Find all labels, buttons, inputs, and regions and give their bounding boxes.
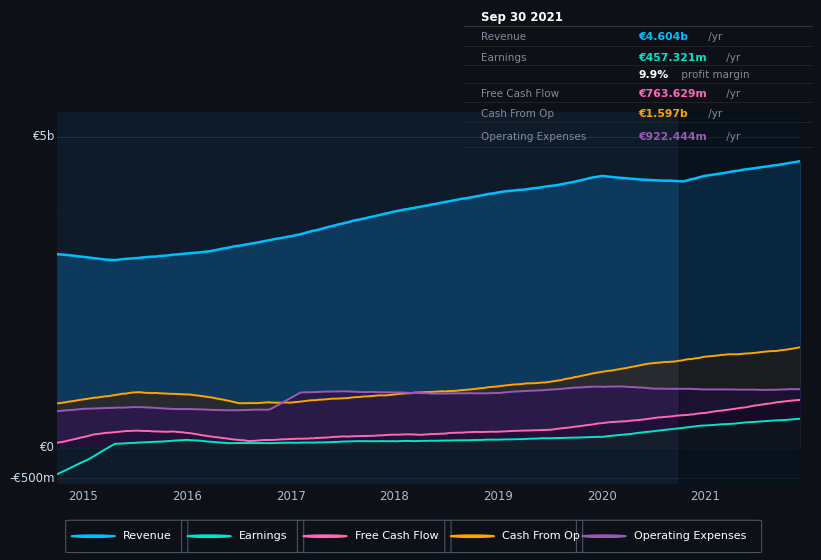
Text: Free Cash Flow: Free Cash Flow <box>355 531 438 541</box>
Text: Revenue: Revenue <box>123 531 172 541</box>
Circle shape <box>303 535 347 538</box>
Text: €922.444m: €922.444m <box>639 132 707 142</box>
Text: €763.629m: €763.629m <box>639 89 707 99</box>
Circle shape <box>582 535 626 538</box>
Text: €457.321m: €457.321m <box>639 53 707 63</box>
Text: Earnings: Earnings <box>239 531 287 541</box>
Text: Cash From Op: Cash From Op <box>481 109 554 119</box>
Text: /yr: /yr <box>705 109 722 119</box>
Text: €1.597b: €1.597b <box>639 109 688 119</box>
Text: profit margin: profit margin <box>678 70 750 80</box>
Circle shape <box>71 535 115 538</box>
Text: 9.9%: 9.9% <box>639 70 668 80</box>
Text: Revenue: Revenue <box>481 32 526 43</box>
Text: €4.604b: €4.604b <box>639 32 688 43</box>
Text: Free Cash Flow: Free Cash Flow <box>481 89 559 99</box>
Text: /yr: /yr <box>723 53 741 63</box>
Text: -€500m: -€500m <box>10 472 55 485</box>
Text: Operating Expenses: Operating Expenses <box>634 531 746 541</box>
Text: Sep 30 2021: Sep 30 2021 <box>481 11 563 25</box>
Circle shape <box>450 535 494 538</box>
Circle shape <box>187 535 232 538</box>
Text: /yr: /yr <box>723 132 741 142</box>
Text: /yr: /yr <box>723 89 741 99</box>
Text: €0: €0 <box>40 441 55 454</box>
Bar <box>679 112 800 484</box>
Text: /yr: /yr <box>705 32 722 43</box>
Text: €5b: €5b <box>33 130 55 143</box>
Text: Operating Expenses: Operating Expenses <box>481 132 586 142</box>
Text: Cash From Op: Cash From Op <box>502 531 580 541</box>
Text: Earnings: Earnings <box>481 53 527 63</box>
